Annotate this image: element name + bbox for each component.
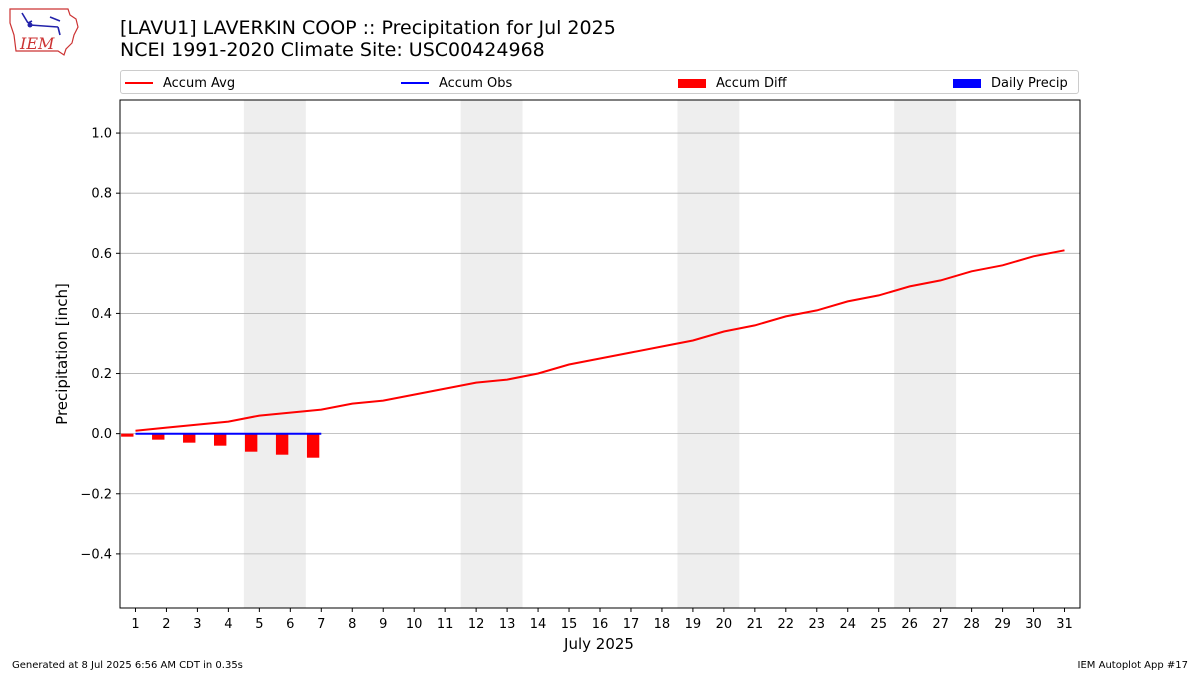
x-tick-label: 22 <box>778 617 795 632</box>
diff-bar <box>244 433 258 452</box>
x-tick-label: 21 <box>747 617 764 632</box>
y-axis-label: Precipitation [inch] <box>53 283 71 425</box>
legend-label: Accum Diff <box>716 75 787 91</box>
legend-item-accum-obs: Accum Obs <box>401 74 512 92</box>
x-tick-label: 16 <box>592 617 609 632</box>
chart-legend: Accum Avg Accum Obs Accum Diff Daily Pre… <box>120 70 1079 94</box>
x-tick-label: 4 <box>224 617 232 632</box>
x-tick-label: 29 <box>994 617 1011 632</box>
x-tick-label: 19 <box>685 617 702 632</box>
diff-bar <box>275 433 289 455</box>
diff-bar <box>306 433 320 458</box>
legend-swatch <box>125 82 153 84</box>
legend-item-accum-avg: Accum Avg <box>125 74 235 92</box>
iowa-outline-icon <box>9 8 79 56</box>
weekend-band <box>460 100 523 608</box>
accum-avg-line <box>135 249 1065 432</box>
x-tick-label: 23 <box>809 617 826 632</box>
legend-item-accum-diff: Accum Diff <box>678 74 787 92</box>
diff-bar <box>214 433 227 446</box>
plot-frame <box>119 99 1081 609</box>
x-tick-label: 6 <box>286 617 294 632</box>
x-tick-label: 27 <box>932 617 949 632</box>
iem-logo: IEM <box>9 8 79 56</box>
weekend-band <box>677 100 740 608</box>
app-credit: IEM Autoplot App #17 <box>1077 660 1188 671</box>
weekend-band <box>894 100 957 608</box>
x-tick-label: 8 <box>348 617 356 632</box>
x-tick-label: 1 <box>131 617 139 632</box>
x-tick-label: 2 <box>162 617 170 632</box>
legend-label: Accum Avg <box>163 75 236 91</box>
x-tick-label: 13 <box>499 617 516 632</box>
x-tick-label: 24 <box>839 617 856 632</box>
legend-label: Daily Precip <box>991 75 1068 91</box>
legend-item-daily-precip: Daily Precip <box>953 74 1068 92</box>
x-tick-label: 25 <box>870 617 887 632</box>
x-tick-label: 11 <box>437 617 454 632</box>
chart-title: [LAVU1] LAVERKIN COOP :: Precipitation f… <box>120 17 616 39</box>
x-tick-label: 18 <box>654 617 671 632</box>
legend-swatch <box>678 78 706 88</box>
y-tick-label: 0.4 <box>91 307 112 322</box>
diff-bar <box>152 433 165 440</box>
x-tick-label: 20 <box>716 617 733 632</box>
x-tick-label: 28 <box>963 617 980 632</box>
x-tick-label: 7 <box>317 617 325 632</box>
x-tick-label: 15 <box>561 617 578 632</box>
logo-text: IEM <box>19 34 55 53</box>
x-tick-label: 10 <box>406 617 423 632</box>
y-tick-label: −0.2 <box>80 487 112 502</box>
legend-label: Accum Obs <box>439 75 513 91</box>
diff-bar <box>183 433 196 443</box>
y-tick-label: 1.0 <box>91 127 112 142</box>
generated-timestamp: Generated at 8 Jul 2025 6:56 AM CDT in 0… <box>12 660 243 671</box>
legend-swatch <box>401 82 429 84</box>
y-tick-label: 0.0 <box>91 427 112 442</box>
x-tick-label: 12 <box>468 617 485 632</box>
x-tick-label: 30 <box>1025 617 1042 632</box>
x-tick-label: 31 <box>1056 617 1073 632</box>
x-axis-label: July 2025 <box>563 635 634 653</box>
x-tick-label: 9 <box>379 617 387 632</box>
legend-swatch <box>953 78 981 88</box>
chart-subtitle: NCEI 1991-2020 Climate Site: USC00424968 <box>120 39 545 61</box>
weather-station-icon <box>21 12 61 36</box>
x-tick-label: 3 <box>193 617 201 632</box>
x-tick-label: 26 <box>901 617 918 632</box>
diff-bar <box>121 433 134 437</box>
x-tick-label: 14 <box>530 617 547 632</box>
y-tick-label: 0.2 <box>91 367 112 382</box>
x-tick-label: 17 <box>623 617 640 632</box>
y-tick-label: 0.8 <box>91 187 112 202</box>
y-tick-label: 0.6 <box>91 247 112 262</box>
x-tick-label: 5 <box>255 617 263 632</box>
y-tick-label: −0.4 <box>80 547 112 562</box>
weekend-band <box>243 100 306 608</box>
